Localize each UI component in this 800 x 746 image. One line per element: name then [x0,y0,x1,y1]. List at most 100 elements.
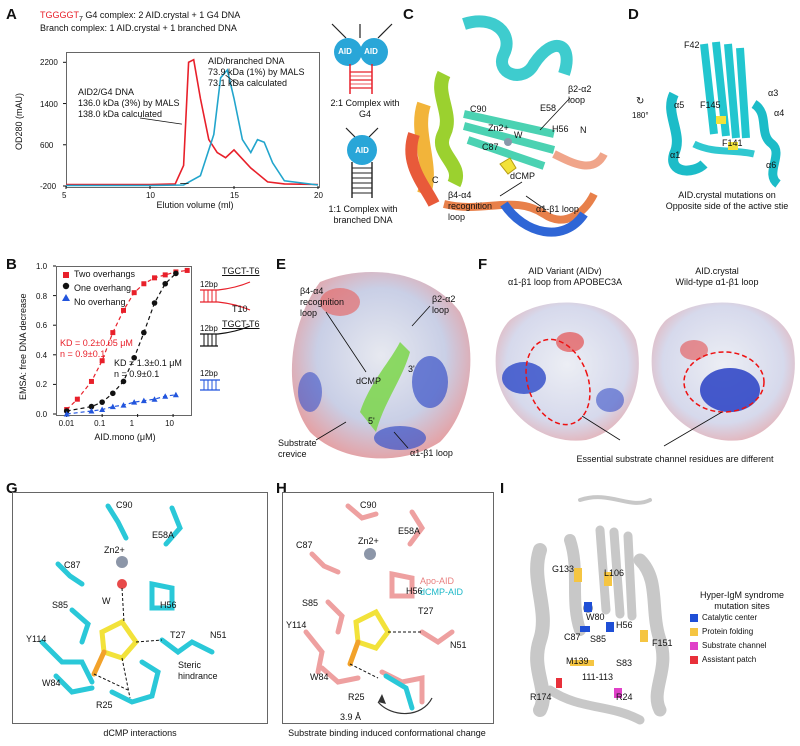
c-label-w: W [514,130,523,140]
h-h56: H56 [406,586,423,596]
d-label-a3: α3 [768,88,779,98]
chart-b-point-one-overhang [173,270,179,277]
c-loop-b4a4: β4-α4 recognition loop [448,190,493,222]
panel-label-b: B [6,256,17,273]
g-y114: Y114 [26,634,47,644]
panel-label-c: C [403,6,414,23]
chart-a-ytick-label: -200 [40,182,57,191]
chart-b-point-two-overhangs [88,378,94,384]
dna-t10: T10 [232,304,248,314]
dna-top-seq: TGCT-T6 [222,266,260,276]
chart-b-point-two-overhangs [141,281,147,287]
legend-assistant: Assistant patch [702,655,757,664]
g-c90: C90 [116,500,133,510]
i-g133: G133 [552,564,575,574]
chart-b-ytick-label: 1.0 [36,262,48,271]
chart-a-series-1 [66,68,319,187]
dna-substrates [200,281,251,391]
panel-label-d: D [628,6,639,23]
protein-ribbon-d [666,41,782,188]
surfaces-f [495,302,795,447]
d-label-a5: α5 [674,100,685,110]
h-e58a: E58A [398,526,421,536]
chart-b-xtick-label: 1 [129,419,135,428]
h-distance: 3.9 Å [340,712,362,722]
chart-a-ytick-label: 2200 [40,58,58,68]
e-loop-b4a4: β4-α4 recognition loop [300,286,345,318]
chart-b-point-no-overhang [172,391,179,398]
h-caption: Substrate binding induced conformational… [288,728,486,738]
chart-b-point-no-overhang [88,408,95,414]
h-y114: Y114 [286,620,307,630]
rotate-icon: ↻ [636,96,645,107]
c-label-e58: E58 [540,103,557,113]
protein-ribbon-i [530,495,670,725]
dna-mid-seq: TGCT-T6 [222,319,260,329]
chart-b-ytick-label: 0.6 [36,321,48,331]
chart-a-ytick-label: 600 [40,140,54,150]
chart-b-point-no-overhang [63,411,70,417]
chart-a-xtick-label: 20 [314,191,323,200]
e-loop-a1b1: α1-β1 loop [410,448,453,458]
c-label-n-term: N [580,125,587,135]
g-w: W [102,596,111,606]
legend-markers [62,272,70,301]
f-left-title-1: AID Variant (AIDv) [528,266,602,276]
kd-two-overhangs: KD = 0.2±0.05 μM [60,338,133,348]
d-label-f141: F141 [722,138,743,148]
h-r25: R25 [348,692,365,702]
chart-b-xtick-label: 10 [165,419,174,428]
chart-b-fit-2 [66,394,176,415]
legend-channel: Substrate channel [702,641,767,650]
panel-a-line2: Branch complex: 1 AID.crystal + 1 branch… [40,23,237,33]
d-label-a4: α4 [774,108,785,118]
chart-b-ytick-label: 0.0 [36,410,48,419]
legend-folding: Protein folding [702,627,754,636]
c-label-zn: Zn2+ [488,123,509,133]
e-crevice: Substrate crevice [278,438,317,459]
panel-label-g: G [6,480,18,497]
n-two-overhangs: n = 0.9±0.1 [60,349,106,359]
f-right-title-2: Wild-type α1-β1 loop [675,277,759,287]
chart-a-series-0 [66,58,319,186]
annot-arrow-g4 [139,117,182,125]
g-zn: Zn2+ [104,545,125,555]
i-c87: C87 [564,632,581,642]
e-3prime: 3' [408,364,415,374]
chart-b-point-no-overhang [120,402,127,408]
annot-arrow-branch [225,74,238,85]
d-caption: AID.crystal mutations on Opposite side o… [665,190,789,211]
legend-catalytic: Catalytic center [702,613,758,622]
chart-b-point-no-overhang [109,403,116,410]
chart-b-point-no-overhang [151,396,158,402]
chart-b-point-two-overhangs [162,272,168,278]
protein-ribbon-c [405,15,608,237]
chart-a-ytick-label: 1400 [40,99,58,109]
branch-complex-cartoon [345,127,379,198]
chart-a-xtick-label: 10 [146,191,155,200]
chart-b-point-one-overhang [131,354,137,361]
f-caption: Essential substrate channel residues are… [576,454,774,464]
d-label-f145: F145 [700,100,721,110]
kd-one-overhang: KD = 1.3±0.1 μM [114,358,182,368]
h-c90: C90 [360,500,377,510]
chart-a-xlabel: Elution volume (ml) [156,200,234,210]
h-s85: S85 [302,598,319,608]
g-frame [12,492,268,724]
h-c87: C87 [296,540,313,550]
chart-b-fit-1 [66,272,177,412]
chart-b-point-no-overhang [99,406,106,413]
chart-b-point-two-overhangs [184,267,190,273]
chart-b-point-no-overhang [162,393,169,399]
chart-b-point-two-overhangs [152,275,158,281]
i-s83: S83 [616,658,633,668]
annot-branch-3: 73.1 kDa calculated [208,78,288,88]
chart-a-xtick-label: 5 [62,191,67,200]
i-r174: R174 [530,692,552,702]
chart-b-point-one-overhang [88,403,95,410]
chart-b-point-one-overhang [110,390,116,397]
n-one-overhang: n = 0.9±0.1 [114,369,160,379]
e-loop-b2a2: β2-α2 loop [432,294,456,315]
chart-b-ylabel: EMSA: free DNA decrease [18,293,28,400]
chart-b-point-two-overhangs [120,307,126,313]
